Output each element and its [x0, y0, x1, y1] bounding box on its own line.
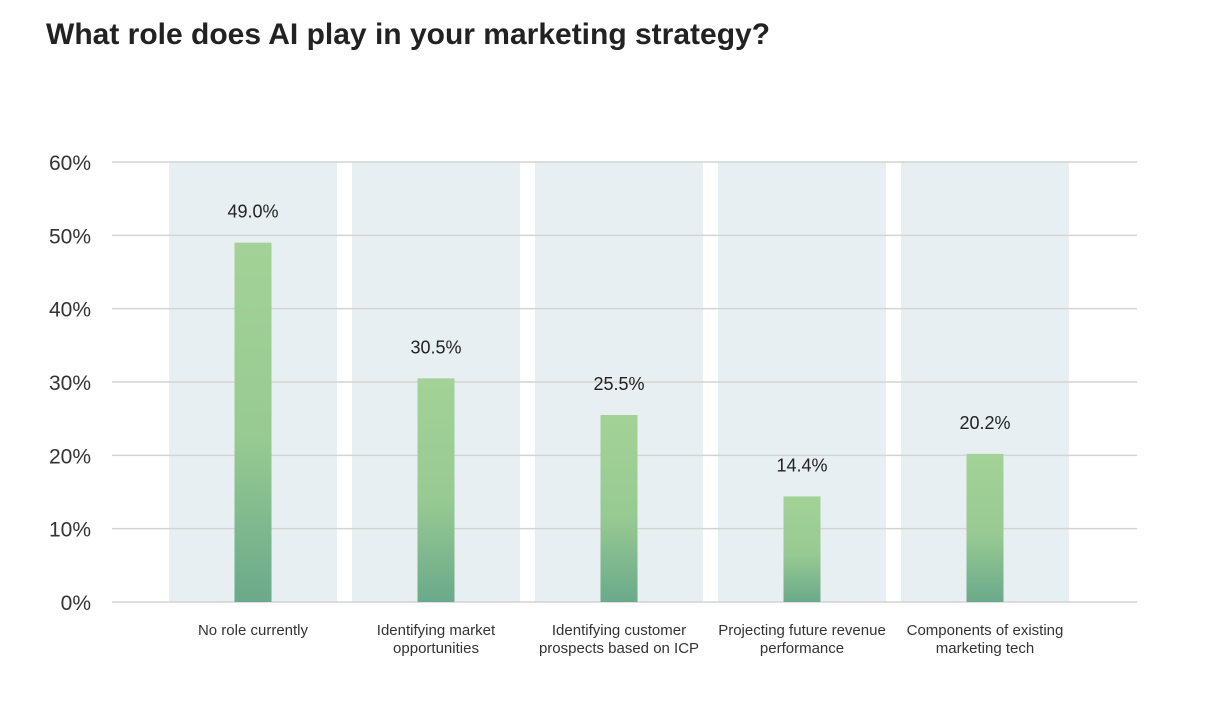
chart-title: What role does AI play in your marketing…: [46, 18, 771, 51]
data-label: 30.5%: [410, 337, 461, 357]
x-category-label: Projecting future revenue performance: [718, 622, 886, 657]
bar: [417, 378, 455, 602]
data-label: 14.4%: [776, 455, 827, 475]
data-label: 49.0%: [227, 202, 278, 222]
data-label: 20.2%: [959, 413, 1010, 433]
x-category-label: Identifying customer prospects based on …: [538, 622, 700, 657]
x-category-label: No role currently: [197, 622, 309, 639]
bar: [600, 415, 638, 602]
y-tick-label: 50%: [49, 225, 91, 248]
y-tick-label: 20%: [49, 445, 91, 468]
bar: [966, 453, 1004, 602]
y-tick-label: 40%: [49, 299, 91, 322]
y-tick-label: 30%: [49, 372, 91, 395]
bar: [234, 242, 272, 602]
x-category-label: Components of existing marketing tech: [906, 622, 1064, 657]
x-category-label: Identifying market opportunities: [376, 622, 496, 657]
data-label: 25.5%: [593, 374, 644, 394]
y-tick-label: 0%: [61, 592, 91, 615]
y-tick-label: 10%: [49, 519, 91, 542]
bar: [783, 496, 821, 602]
y-tick-label: 60%: [49, 152, 91, 175]
